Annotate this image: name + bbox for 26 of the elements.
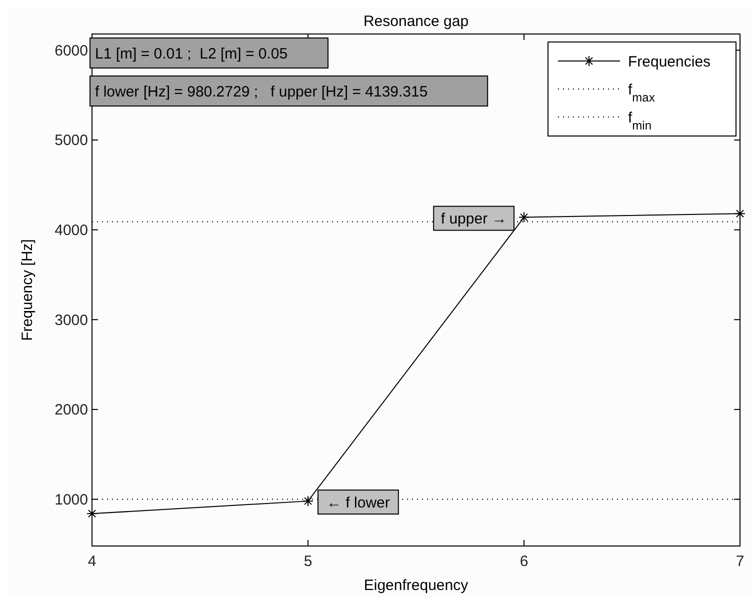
y-tick-label: 3000 <box>54 312 88 329</box>
x-tick-label: 7 <box>736 553 744 570</box>
legend-label: Frequencies <box>628 53 711 70</box>
legend-label: f$_{max}$ <box>628 81 655 104</box>
y-tick-label: 2000 <box>54 402 88 419</box>
point <box>518 212 530 223</box>
annotation: f lower [Hz] = 980.2729 ; f upper [Hz] = 4139.315 <box>95 83 428 100</box>
x-tick-label: 5 <box>304 553 312 570</box>
label-box: ← f lower <box>318 490 399 515</box>
x-axis-title: Eigenfrequency <box>364 577 469 594</box>
note-box: f lower [Hz] = 980.2729 ; f upper [Hz] = 4139.315 <box>90 76 488 106</box>
annotation: f upper → <box>440 210 507 228</box>
chart-title: Resonance gap <box>363 13 469 30</box>
y-tick-label: 6000 <box>54 42 88 60</box>
y-tick-label: 1000 <box>54 492 88 509</box>
annotation: L1 [m] = 0.01 ; L2 [m] = 0.05 <box>95 45 288 62</box>
annotation: ← f lower <box>326 494 390 512</box>
point <box>302 496 314 507</box>
y-tick-label: 4000 <box>54 222 88 240</box>
note-box: L1 [m] = 0.01 ; L2 [m] = 0.05 <box>90 38 328 68</box>
label-box: f upper → <box>433 206 514 231</box>
x-tick-label: 6 <box>520 553 528 570</box>
legend-label: f$_{min}$ <box>628 109 652 132</box>
y-tick-label: 5000 <box>54 132 88 150</box>
x-tick-label: 4 <box>88 553 96 570</box>
y-axis-title: Frequency [Hz] <box>19 239 36 341</box>
